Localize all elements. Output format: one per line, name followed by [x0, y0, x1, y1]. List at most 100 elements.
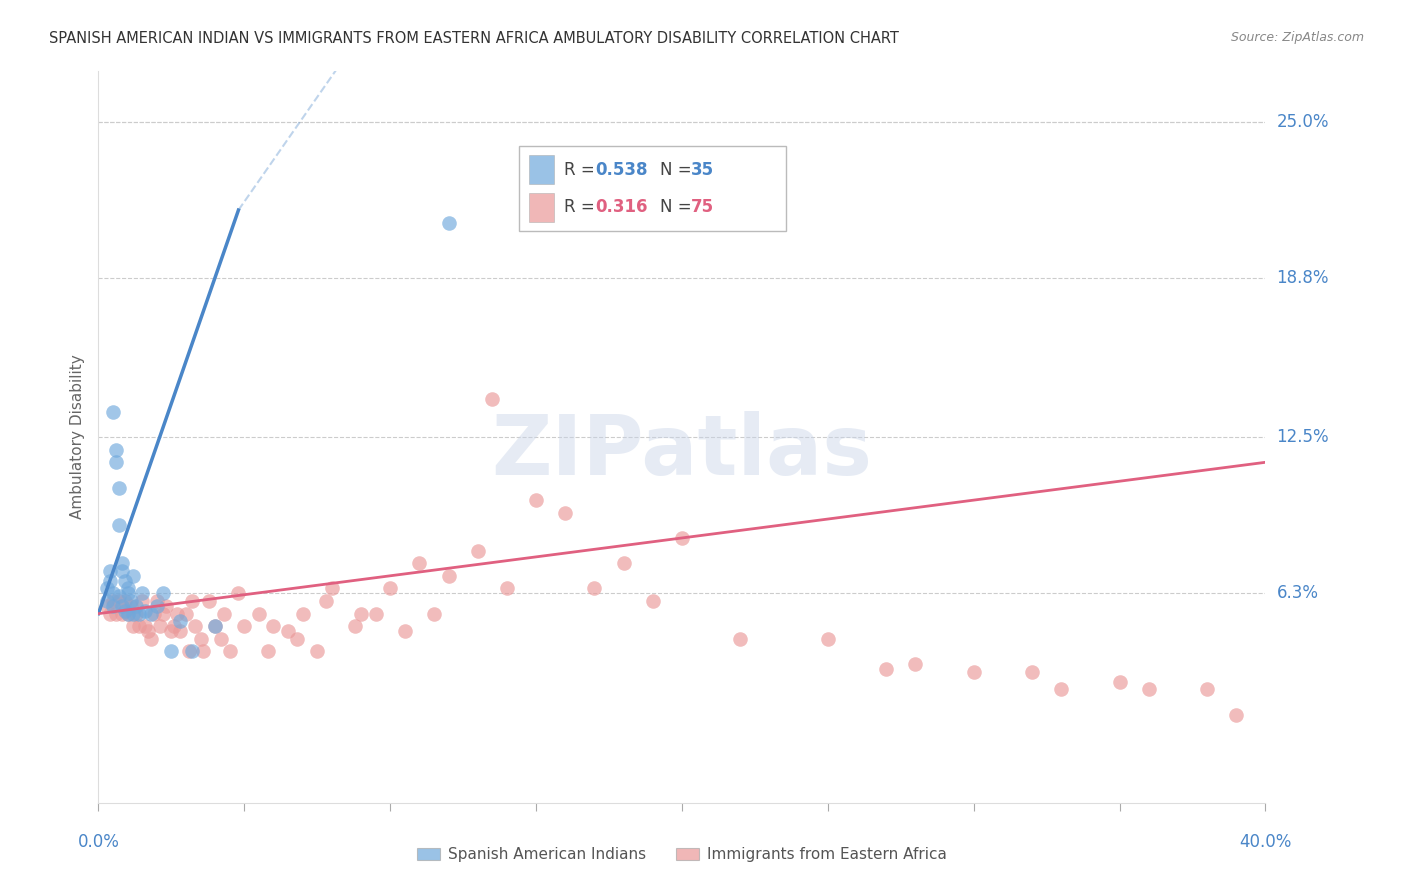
- Point: [262, 619, 284, 633]
- Point: [277, 624, 299, 639]
- Point: [104, 442, 127, 457]
- Point: [111, 564, 134, 578]
- Point: [198, 594, 221, 608]
- Point: [101, 599, 124, 613]
- Point: [101, 405, 124, 419]
- Point: [117, 582, 139, 596]
- Point: [285, 632, 308, 646]
- Point: [212, 607, 235, 621]
- Point: [128, 619, 150, 633]
- Text: 35: 35: [690, 161, 714, 178]
- Text: 0.316: 0.316: [595, 198, 647, 216]
- Point: [641, 594, 664, 608]
- Text: 40.0%: 40.0%: [1239, 833, 1292, 851]
- Point: [111, 556, 134, 570]
- Point: [108, 594, 131, 608]
- Point: [612, 556, 634, 570]
- Point: [101, 594, 124, 608]
- Point: [344, 619, 367, 633]
- Point: [218, 644, 240, 658]
- Text: 12.5%: 12.5%: [1277, 428, 1329, 446]
- Point: [1108, 674, 1130, 689]
- Point: [139, 632, 162, 646]
- Point: [108, 481, 131, 495]
- Point: [1021, 665, 1043, 679]
- Point: [209, 632, 232, 646]
- Text: SPANISH AMERICAN INDIAN VS IMMIGRANTS FROM EASTERN AFRICA AMBULATORY DISABILITY : SPANISH AMERICAN INDIAN VS IMMIGRANTS FR…: [49, 31, 898, 46]
- Point: [146, 599, 169, 613]
- Point: [423, 607, 446, 621]
- Point: [122, 569, 145, 583]
- Point: [117, 586, 139, 600]
- Point: [131, 586, 153, 600]
- Point: [307, 644, 329, 658]
- Point: [108, 518, 131, 533]
- Point: [247, 607, 270, 621]
- Y-axis label: Ambulatory Disability: Ambulatory Disability: [69, 355, 84, 519]
- Point: [122, 607, 145, 621]
- Text: Source: ZipAtlas.com: Source: ZipAtlas.com: [1230, 31, 1364, 45]
- Point: [98, 607, 121, 621]
- Point: [671, 531, 693, 545]
- Point: [524, 493, 547, 508]
- Point: [394, 624, 416, 639]
- Point: [183, 619, 205, 633]
- Point: [128, 607, 150, 621]
- Point: [256, 644, 278, 658]
- Point: [233, 619, 256, 633]
- Point: [190, 632, 212, 646]
- Point: [101, 586, 124, 600]
- Point: [152, 586, 174, 600]
- Point: [104, 607, 127, 621]
- Point: [169, 614, 191, 628]
- Point: [117, 607, 139, 621]
- Text: N =: N =: [659, 161, 696, 178]
- Point: [1195, 682, 1218, 697]
- Point: [125, 607, 148, 621]
- Point: [321, 582, 343, 596]
- Point: [117, 607, 139, 621]
- Point: [108, 589, 131, 603]
- Point: [131, 594, 153, 608]
- Point: [180, 644, 202, 658]
- Legend: Spanish American Indians, Immigrants from Eastern Africa: Spanish American Indians, Immigrants fro…: [411, 841, 953, 868]
- Point: [193, 644, 215, 658]
- Point: [380, 582, 402, 596]
- Point: [152, 607, 174, 621]
- Point: [174, 607, 197, 621]
- Text: R =: R =: [564, 198, 600, 216]
- Point: [155, 599, 177, 613]
- Point: [583, 582, 606, 596]
- Point: [104, 455, 127, 469]
- Point: [291, 607, 314, 621]
- Point: [904, 657, 927, 671]
- Point: [204, 619, 226, 633]
- Point: [177, 644, 200, 658]
- Point: [114, 604, 136, 618]
- Point: [817, 632, 839, 646]
- Point: [962, 665, 984, 679]
- Point: [125, 599, 148, 613]
- Point: [730, 632, 752, 646]
- Point: [437, 216, 460, 230]
- Point: [160, 644, 183, 658]
- Point: [120, 599, 142, 613]
- Point: [120, 594, 142, 608]
- Point: [228, 586, 250, 600]
- Point: [111, 599, 134, 613]
- Point: [169, 624, 191, 639]
- Point: [160, 624, 183, 639]
- Text: 0.0%: 0.0%: [77, 833, 120, 851]
- Text: 25.0%: 25.0%: [1277, 112, 1329, 131]
- Point: [139, 607, 162, 621]
- Text: 0.538: 0.538: [595, 161, 647, 178]
- Point: [1050, 682, 1073, 697]
- Point: [98, 564, 121, 578]
- Point: [496, 582, 519, 596]
- Point: [364, 607, 387, 621]
- Point: [114, 574, 136, 588]
- Point: [98, 574, 121, 588]
- Point: [142, 607, 165, 621]
- Point: [350, 607, 373, 621]
- Point: [163, 619, 186, 633]
